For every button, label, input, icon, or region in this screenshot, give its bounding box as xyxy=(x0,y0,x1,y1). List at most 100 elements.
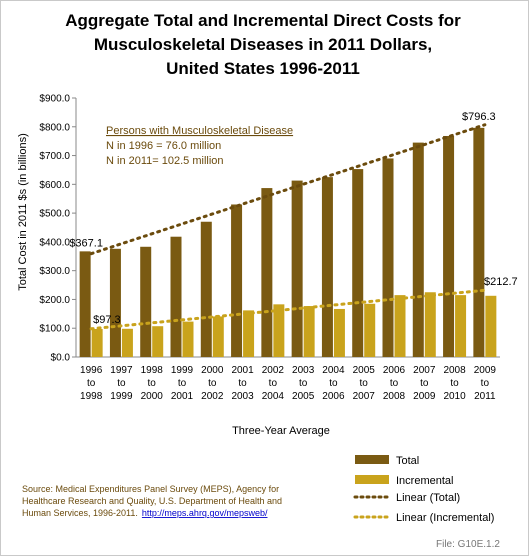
bar-incremental xyxy=(91,328,103,357)
bar-total xyxy=(200,221,212,357)
x-tick-label: to xyxy=(238,378,247,389)
bar-incremental xyxy=(364,303,376,357)
x-tick-label: 2008 xyxy=(443,365,466,376)
bar-total xyxy=(170,236,182,357)
x-tick-label: 1999 xyxy=(110,391,133,402)
x-tick-label: 1998 xyxy=(141,365,164,376)
x-tick-label: to xyxy=(450,378,459,389)
source-line-1: Source: Medical Expenditures Panel Surve… xyxy=(22,484,279,494)
x-tick-label: 2010 xyxy=(443,391,466,402)
x-tick-label: to xyxy=(117,378,126,389)
legend-label-total: Total xyxy=(396,455,419,467)
legend: Total Incremental Linear (Total) Linear … xyxy=(353,455,494,524)
legend-label-linear-incremental: Linear (Incremental) xyxy=(396,512,494,524)
y-axis-ticks: $0.0 $100.0 $200.0 $300.0 $400.0 $500.0 $600.0… xyxy=(39,94,76,364)
x-tick-label: 2007 xyxy=(353,391,376,402)
bar-incremental xyxy=(273,304,285,357)
source-link[interactable]: http://meps.ahrq.gov/mepsweb/ xyxy=(142,508,268,518)
bar-incremental xyxy=(212,316,224,357)
x-tick-label: 2002 xyxy=(201,391,224,402)
legend-swatch-incremental xyxy=(355,475,389,484)
x-tick-label: to xyxy=(269,378,278,389)
x-tick-label: 2005 xyxy=(292,391,315,402)
plot-area: $367.1 $796.3 $97.3 $212.7 xyxy=(69,98,518,358)
bar-incremental xyxy=(485,295,497,357)
trendline-total xyxy=(89,123,487,256)
annotation-heading: Persons with Musculoskeletal Disease xyxy=(106,125,293,137)
bar-incremental xyxy=(182,321,194,357)
x-tick-label: to xyxy=(360,378,369,389)
bar-total xyxy=(443,135,455,357)
bar-incremental xyxy=(152,326,164,357)
bar-total xyxy=(352,169,364,357)
x-tick-label: 2011 xyxy=(474,391,496,402)
annotation-n-2011: N in 2011= 102.5 million xyxy=(106,155,224,167)
x-tick-label: 1997 xyxy=(110,365,133,376)
y-tick-label: $400.0 xyxy=(39,237,70,248)
x-tick-label: to xyxy=(178,378,187,389)
annotation-n-1996: N in 1996 = 76.0 million xyxy=(106,140,221,152)
chart-title-line-2: Musculoskeletal Diseases in 2011 Dollars… xyxy=(94,35,432,54)
x-tick-label: to xyxy=(329,378,338,389)
bar-incremental xyxy=(121,328,133,357)
trendline-incremental xyxy=(89,288,487,331)
x-tick-label: 2006 xyxy=(383,365,406,376)
x-tick-label: 1999 xyxy=(171,365,194,376)
x-tick-label: 2000 xyxy=(141,391,164,402)
x-tick-label: 2004 xyxy=(262,391,285,402)
x-tick-label: 2005 xyxy=(353,365,376,376)
x-tick-label: 2000 xyxy=(201,365,224,376)
x-tick-label: to xyxy=(148,378,157,389)
bar-incremental xyxy=(455,295,467,357)
x-axis-label: Three-Year Average xyxy=(232,425,330,437)
y-tick-label: $300.0 xyxy=(39,266,70,277)
x-tick-label: to xyxy=(87,378,96,389)
x-tick-label: to xyxy=(390,378,399,389)
source-line-2: Healthcare Research and Quality, U.S. De… xyxy=(22,496,282,506)
y-tick-label: $600.0 xyxy=(39,180,70,191)
x-tick-label: 2003 xyxy=(231,391,254,402)
x-tick-label: 2006 xyxy=(322,391,345,402)
x-tick-label: to xyxy=(208,378,217,389)
source-line-3-text: Human Services, 1996-2011. xyxy=(22,508,138,518)
y-tick-label: $900.0 xyxy=(39,94,70,105)
x-tick-label: 2001 xyxy=(231,365,254,376)
bar-incremental xyxy=(303,306,315,357)
legend-swatch-total xyxy=(355,455,389,464)
legend-label-linear-total: Linear (Total) xyxy=(396,492,460,504)
file-label: File: G10E.1.2 xyxy=(436,539,500,550)
x-tick-label: 2002 xyxy=(262,365,285,376)
bar-incremental xyxy=(394,295,406,357)
bar-incremental xyxy=(424,292,436,357)
y-tick-label: $800.0 xyxy=(39,122,70,133)
y-tick-label: $700.0 xyxy=(39,151,70,162)
x-tick-label: 2009 xyxy=(474,365,497,376)
legend-label-incremental: Incremental xyxy=(396,475,453,487)
bar-total xyxy=(140,246,152,357)
x-axis-ticks: 1996 to 1998 1997 to 1999 1998 to 2000 1999 to 2001… xyxy=(80,365,496,402)
data-label-total-last: $796.3 xyxy=(462,111,496,123)
y-tick-label: $100.0 xyxy=(39,324,70,335)
x-tick-label: 2009 xyxy=(413,391,436,402)
bar-total xyxy=(321,177,333,357)
data-label-incremental-first: $97.3 xyxy=(93,314,121,326)
bar-total xyxy=(231,204,243,357)
source-line-3: Human Services, 1996-2011. http://meps.ah… xyxy=(22,508,268,518)
bar-incremental xyxy=(333,308,345,357)
x-tick-label: 2003 xyxy=(292,365,315,376)
x-tick-label: to xyxy=(420,378,429,389)
bar-total xyxy=(473,127,485,357)
bar-incremental xyxy=(243,310,255,357)
x-tick-label: 2007 xyxy=(413,365,436,376)
bar-total xyxy=(109,248,121,357)
bar-total xyxy=(412,142,424,357)
data-label-total-first: $367.1 xyxy=(69,237,103,249)
x-tick-label: 2004 xyxy=(322,365,345,376)
x-tick-label: to xyxy=(481,378,490,389)
x-tick-label: 1998 xyxy=(80,391,103,402)
y-tick-label: $200.0 xyxy=(39,295,70,306)
bar-total xyxy=(291,180,303,357)
x-tick-label: to xyxy=(299,378,308,389)
data-label-incremental-last: $212.7 xyxy=(484,276,518,288)
